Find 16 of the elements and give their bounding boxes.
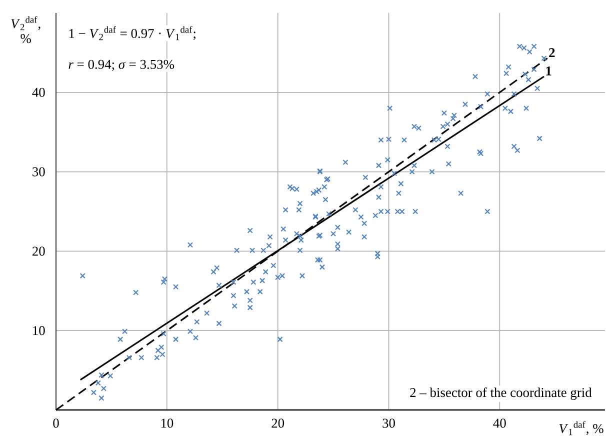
x-axis-title: V$_{1}$$^{daf}$, %	[559, 421, 604, 436]
annotation: r = 0.94; σ = 3.53%	[68, 60, 174, 71]
annotation: 2 – bisector of the coordinate grid	[410, 387, 592, 400]
y-tick-label: 40	[32, 88, 45, 97]
annotation: 1	[546, 66, 552, 76]
x-tick-label: 20	[272, 418, 284, 428]
x-tick-label: 0	[53, 418, 59, 428]
y-tick-label: 30	[32, 167, 45, 176]
annotation: 2	[549, 48, 555, 58]
text: 1 − V$_{2}$$^{daf}$ = 0.97 · V$_{1}$$^{daf}$;	[69, 26, 196, 40]
y-axis-title: V$_{2}$$^{daf}$, %	[11, 16, 40, 44]
x-tick-label: 40	[493, 418, 506, 428]
y-tick-label: 20	[32, 246, 45, 256]
y-tick-label: 10	[33, 326, 45, 336]
x-tick-label: 10	[161, 418, 174, 428]
x-tick-label: 30	[382, 418, 395, 428]
